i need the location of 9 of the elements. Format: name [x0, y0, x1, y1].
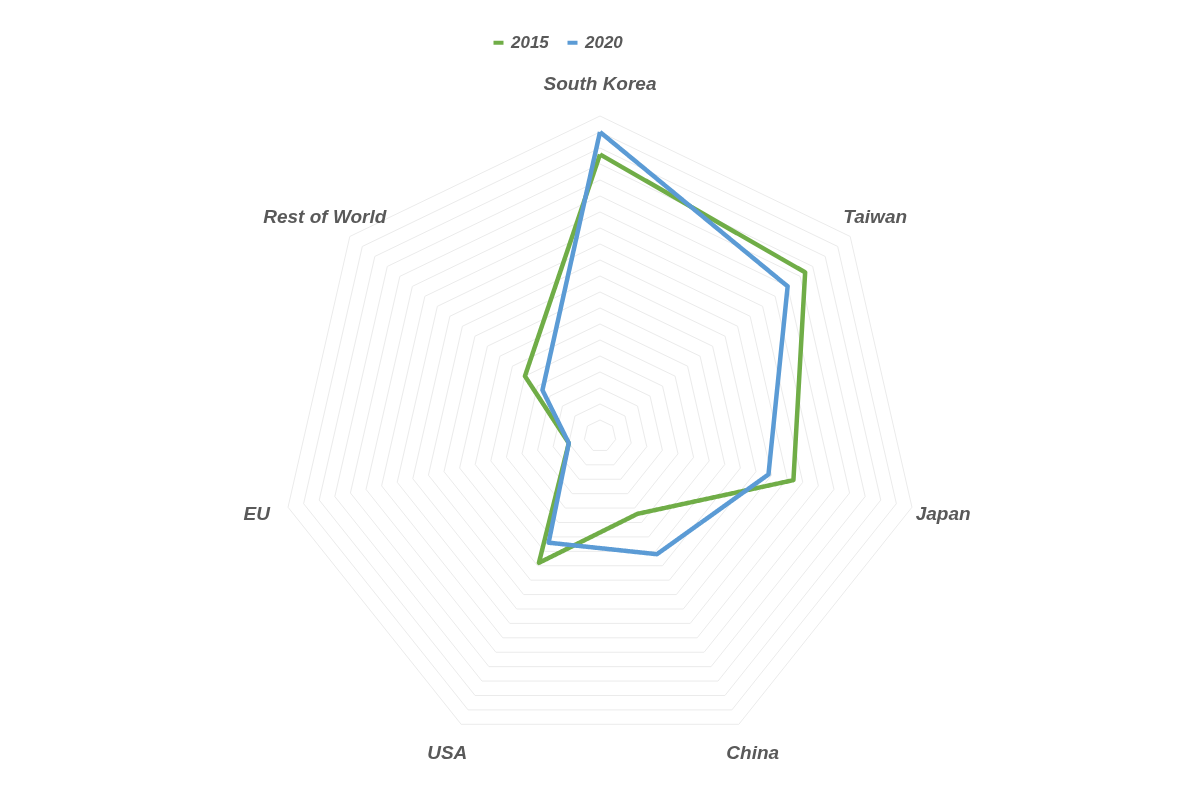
spoke-label: USA	[427, 742, 468, 764]
spoke-label: Japan	[915, 503, 971, 525]
spoke-label: Rest of World	[263, 205, 387, 227]
legend-label: 2015	[510, 32, 550, 52]
spoke-label: EU	[243, 503, 272, 525]
spoke-label: South Korea	[543, 73, 657, 94]
legend-label: 2020	[584, 32, 624, 52]
spoke-label: Taiwan	[843, 205, 908, 227]
spoke-label: China	[726, 742, 780, 764]
